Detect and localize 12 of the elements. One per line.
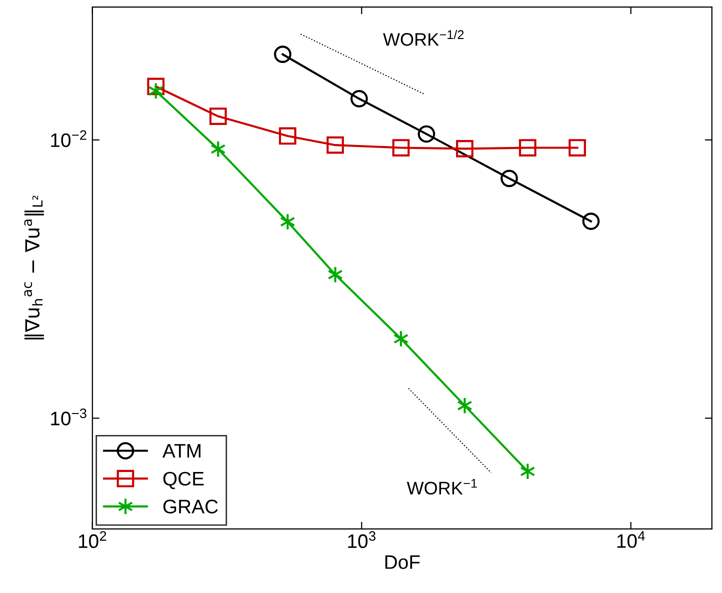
y-axis-title: ‖∇u$_{h}$$^{ac}$ − ∇u$^{a}$‖$_{L²}$ <box>24 196 44 340</box>
x-tick-label: 10$^{2}$ <box>78 531 106 548</box>
x-tick-label: 10$^{3}$ <box>348 531 376 548</box>
x-tick-label: 10$^{4}$ <box>617 531 645 548</box>
x-axis-title: DoF <box>385 555 420 570</box>
legend-label: ATM <box>162 444 200 458</box>
annotation: WORK$^{−1/2}$ <box>383 30 464 46</box>
y-tick-label: 10$^{−3}$ <box>51 408 86 426</box>
legend-label: GRAC <box>163 500 218 514</box>
legend-label: QCE <box>163 472 204 490</box>
annotation: WORK$^{−1}$ <box>406 478 477 495</box>
y-tick-label: 10$^{−2}$ <box>51 130 86 148</box>
